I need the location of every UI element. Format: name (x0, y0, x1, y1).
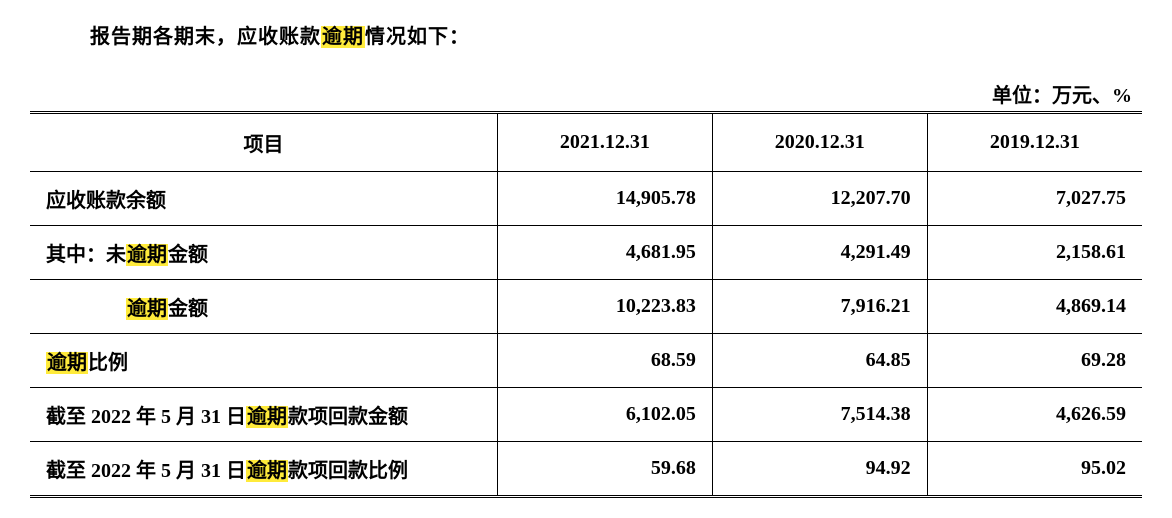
row-value: 59.68 (498, 442, 713, 497)
label-text: 截至 2022 年 5 月 31 日 (46, 460, 246, 482)
row-value: 7,916.21 (712, 280, 927, 334)
row-value: 68.59 (498, 334, 713, 388)
receivables-overdue-table: 项目 2021.12.31 2020.12.31 2019.12.31 应收账款… (30, 111, 1142, 498)
row-value: 4,626.59 (927, 388, 1142, 442)
label-highlight: 逾期 (246, 406, 288, 428)
unit-label: 单位：万元、% (30, 79, 1142, 108)
header-2021: 2021.12.31 (498, 113, 713, 172)
row-label: 逾期金额 (30, 280, 498, 334)
row-label: 截至 2022 年 5 月 31 日逾期款项回款比例 (30, 442, 498, 497)
row-label: 逾期比例 (30, 334, 498, 388)
row-label: 其中：未逾期金额 (30, 226, 498, 280)
row-value: 7,027.75 (927, 172, 1142, 226)
intro-pre: 报告期各期末，应收账款 (90, 26, 321, 48)
header-item: 项目 (30, 113, 498, 172)
table-row: 逾期金额10,223.837,916.214,869.14 (30, 280, 1142, 334)
row-label: 应收账款余额 (30, 172, 498, 226)
table-row: 截至 2022 年 5 月 31 日逾期款项回款金额6,102.057,514.… (30, 388, 1142, 442)
row-value: 6,102.05 (498, 388, 713, 442)
row-value: 7,514.38 (712, 388, 927, 442)
label-text: 款项回款金额 (288, 406, 408, 428)
label-text: 款项回款比例 (288, 460, 408, 482)
intro-text: 报告期各期末，应收账款逾期情况如下： (90, 20, 1142, 49)
row-label: 截至 2022 年 5 月 31 日逾期款项回款金额 (30, 388, 498, 442)
label-highlight: 逾期 (246, 460, 288, 482)
row-value: 4,681.95 (498, 226, 713, 280)
header-2020: 2020.12.31 (712, 113, 927, 172)
table-row: 应收账款余额 14,905.7812,207.707,027.75 (30, 172, 1142, 226)
table-row: 逾期比例68.5964.8569.28 (30, 334, 1142, 388)
row-value: 69.28 (927, 334, 1142, 388)
row-value: 2,158.61 (927, 226, 1142, 280)
row-value: 10,223.83 (498, 280, 713, 334)
row-value: 94.92 (712, 442, 927, 497)
row-value: 64.85 (712, 334, 927, 388)
header-2019: 2019.12.31 (927, 113, 1142, 172)
label-highlight: 逾期 (46, 352, 88, 374)
label-text: 金额 (168, 298, 208, 320)
row-value: 95.02 (927, 442, 1142, 497)
row-value: 4,291.49 (712, 226, 927, 280)
intro-post: 情况如下： (365, 26, 470, 48)
label-text: 金额 (168, 244, 208, 266)
row-value: 12,207.70 (712, 172, 927, 226)
row-value: 4,869.14 (927, 280, 1142, 334)
table-row: 截至 2022 年 5 月 31 日逾期款项回款比例59.6894.9295.0… (30, 442, 1142, 497)
table-row: 其中：未逾期金额4,681.954,291.492,158.61 (30, 226, 1142, 280)
table-header-row: 项目 2021.12.31 2020.12.31 2019.12.31 (30, 113, 1142, 172)
label-text: 截至 2022 年 5 月 31 日 (46, 406, 246, 428)
row-value: 14,905.78 (498, 172, 713, 226)
label-text: 其中：未 (46, 244, 126, 266)
label-text: 比例 (88, 352, 128, 374)
intro-highlight: 逾期 (321, 26, 365, 48)
label-highlight: 逾期 (126, 298, 168, 320)
label-highlight: 逾期 (126, 244, 168, 266)
label-text: 应收账款余额 (46, 190, 166, 212)
